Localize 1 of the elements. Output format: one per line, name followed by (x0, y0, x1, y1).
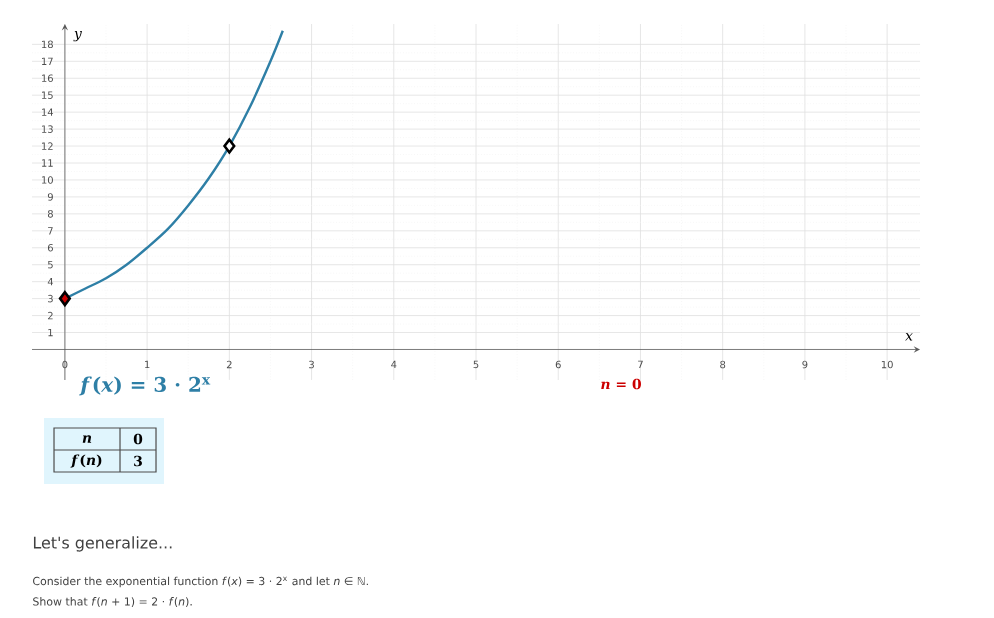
annotation: f(x) = 3 · 2$^{x}$ (79, 376, 211, 396)
